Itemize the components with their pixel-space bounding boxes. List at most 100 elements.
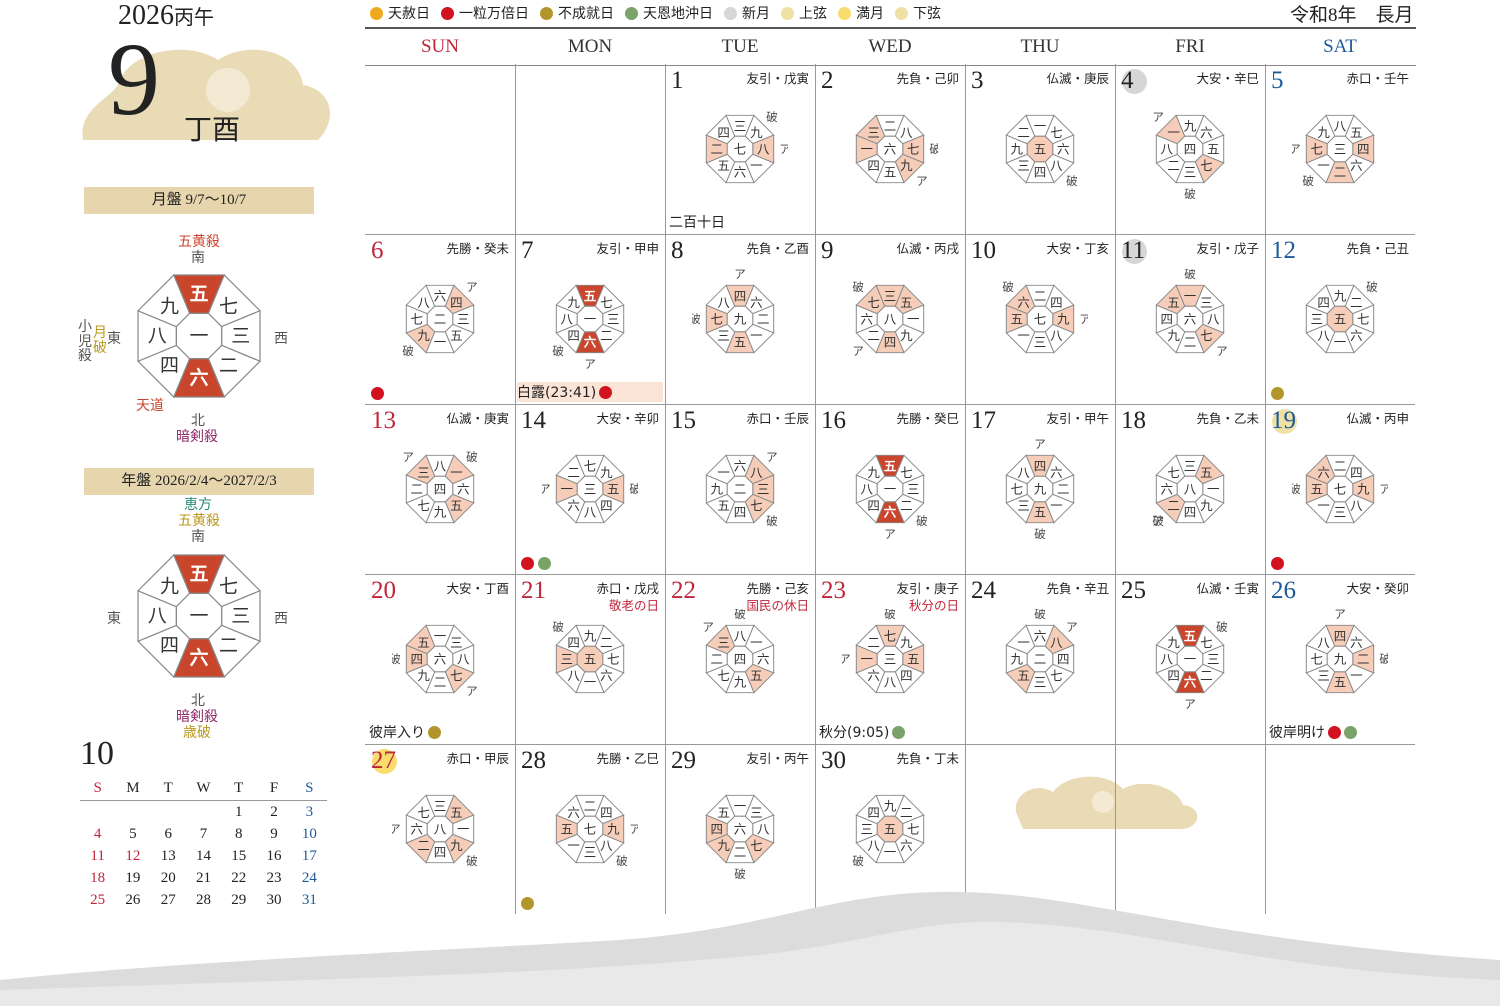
board-number: 六 (1184, 675, 1197, 690)
mini-day: 31 (301, 891, 317, 908)
day-cell[interactable]: 17 友引・甲午四六二一五三七八九 ア破 (965, 404, 1115, 574)
marker-a: ア (466, 684, 478, 698)
day-cell[interactable]: 11 友引・戊子一三八七二九四五六 破ア (1115, 234, 1265, 404)
marker-ha: 破 (402, 344, 414, 358)
marker-ha: 破 (692, 312, 701, 326)
board-number: 二 (711, 142, 723, 157)
board-number: 六 (734, 165, 746, 180)
mini-day: 29 (231, 891, 247, 908)
legend-dot-icon (895, 6, 908, 20)
board-number: 六 (411, 822, 423, 837)
board-number: 五 (450, 328, 462, 343)
rokuyo-label: 仏滅・丙申 (1346, 411, 1409, 426)
daily-board: 一七六八四三九二五破 (1005, 114, 1078, 188)
board-center-number: 二 (434, 312, 446, 327)
legend-dot-icon (724, 6, 737, 20)
day-cell[interactable]: 30 先負・丁未九二七六一八三四五破 (815, 744, 965, 914)
day-cell[interactable]: 13 仏滅・庚寅八一六五九七二三四 ア 破 (365, 404, 515, 574)
daily-board: 四六二一五三七八九 ア破 (1005, 439, 1075, 539)
day-note: 二百十日 (669, 212, 725, 232)
board-number: 八 (1017, 465, 1030, 480)
day-cell[interactable]: 9 仏滅・丙戌三五一九四二六七八 破ア (815, 234, 965, 404)
day-cell[interactable]: 18 先負・乙未三五一九四二六七八ア破 (1115, 404, 1265, 574)
day-number: 15 (671, 407, 696, 434)
board-number: 九 (584, 628, 597, 643)
day-cell[interactable]: 4 大安・辛巳九六五七三二八一四 ア破 (1115, 64, 1265, 234)
rokuyo-label: 先負・辛丑 (1046, 581, 1109, 596)
board-number: 六 (1161, 482, 1173, 497)
board-number: 九 (1167, 635, 1180, 650)
board-number: 二 (1184, 335, 1196, 350)
board-number: 八 (1161, 652, 1174, 667)
board-number: 八 (417, 295, 430, 310)
board-center-number: 五 (1334, 312, 1346, 327)
board-center (576, 645, 604, 673)
daily-board: 五七三二六四八九一ア 破 (855, 454, 928, 539)
board-number: 三 (717, 635, 729, 650)
legend-item: 不成就日 (540, 3, 614, 23)
day-number: 8 (671, 237, 684, 264)
board-number: 八 (584, 505, 597, 520)
gepan-north: 北 (191, 413, 205, 429)
board-center-number: 九 (1034, 482, 1047, 497)
board-number: 一 (567, 838, 579, 853)
board-number: 九 (900, 328, 913, 343)
day-cell[interactable]: 3 仏滅・庚辰一七六八四三九二五破 (965, 64, 1115, 234)
board-number: 四 (867, 498, 879, 513)
marker-ha: 破 (916, 514, 928, 528)
board-number: 七 (584, 458, 596, 473)
day-cell[interactable]: 25 仏滅・壬寅五七三二六四八九一 破ア (1115, 574, 1265, 744)
board-center-number: 三 (1334, 142, 1346, 157)
board-number: 六 (434, 288, 446, 303)
day-cell[interactable]: 15 赤口・壬辰六八三七四五九一二 ア破 (665, 404, 815, 574)
grid-line (665, 64, 666, 914)
marker-ha: 破 (929, 142, 938, 156)
board-number: 一 (1034, 118, 1046, 133)
board-number: 三 (717, 328, 729, 343)
board-number: 三 (1200, 295, 1212, 310)
mini-day: 1 (235, 803, 243, 820)
board-number: 六 (1200, 125, 1212, 140)
marker-ha: 破 (852, 280, 864, 294)
day-cell[interactable]: 16 先勝・癸巳五七三二六四八九一ア 破 (815, 404, 965, 574)
day-cell[interactable]: 12 先負・己丑九二七六一八三四五 破 (1265, 234, 1415, 404)
board-number: 六 (1017, 295, 1029, 310)
board-number: 四 (1184, 505, 1196, 520)
day-cell[interactable]: 24 先負・辛丑六八四七三五九一二 破ア (965, 574, 1115, 744)
daily-board: 九二七六一八三四五 破 (552, 620, 625, 694)
mini-day (115, 801, 150, 824)
daily-board: 八一六五九七二三四 破ア (702, 609, 775, 694)
board-number: 四 (1317, 295, 1329, 310)
rokuyo-label: 友引・甲午 (1046, 411, 1109, 426)
board-number: 六 (567, 805, 579, 820)
board-number: 二 (734, 845, 746, 860)
board-number: 三 (750, 805, 762, 820)
board-center (426, 475, 454, 503)
board-number: 七 (450, 668, 462, 683)
day-cell[interactable]: 21 赤口・戊戌 敬老の日九二七六一八三四五 破 (515, 574, 665, 744)
day-cell[interactable]: 29 友引・丙午一三八七二九四五六破 (665, 744, 815, 914)
board-number: 四 (1034, 458, 1046, 473)
day-cell[interactable]: 6 先勝・癸未六四三五一九七八二 ア破 (365, 234, 515, 404)
day-cell[interactable]: 22 先勝・己亥 国民の休日八一六五九七二三四 破ア (665, 574, 815, 744)
day-cell[interactable]: 7 友引・甲申五七三二六四八九一ア 破白露(23:41) (515, 234, 665, 404)
board-number: 六 (750, 295, 762, 310)
board-number: 五 (417, 635, 429, 650)
weekday-header: SUN MON TUE WED THU FRI SAT (365, 27, 1416, 66)
rokuyo-label: 先勝・己亥 (746, 581, 809, 596)
